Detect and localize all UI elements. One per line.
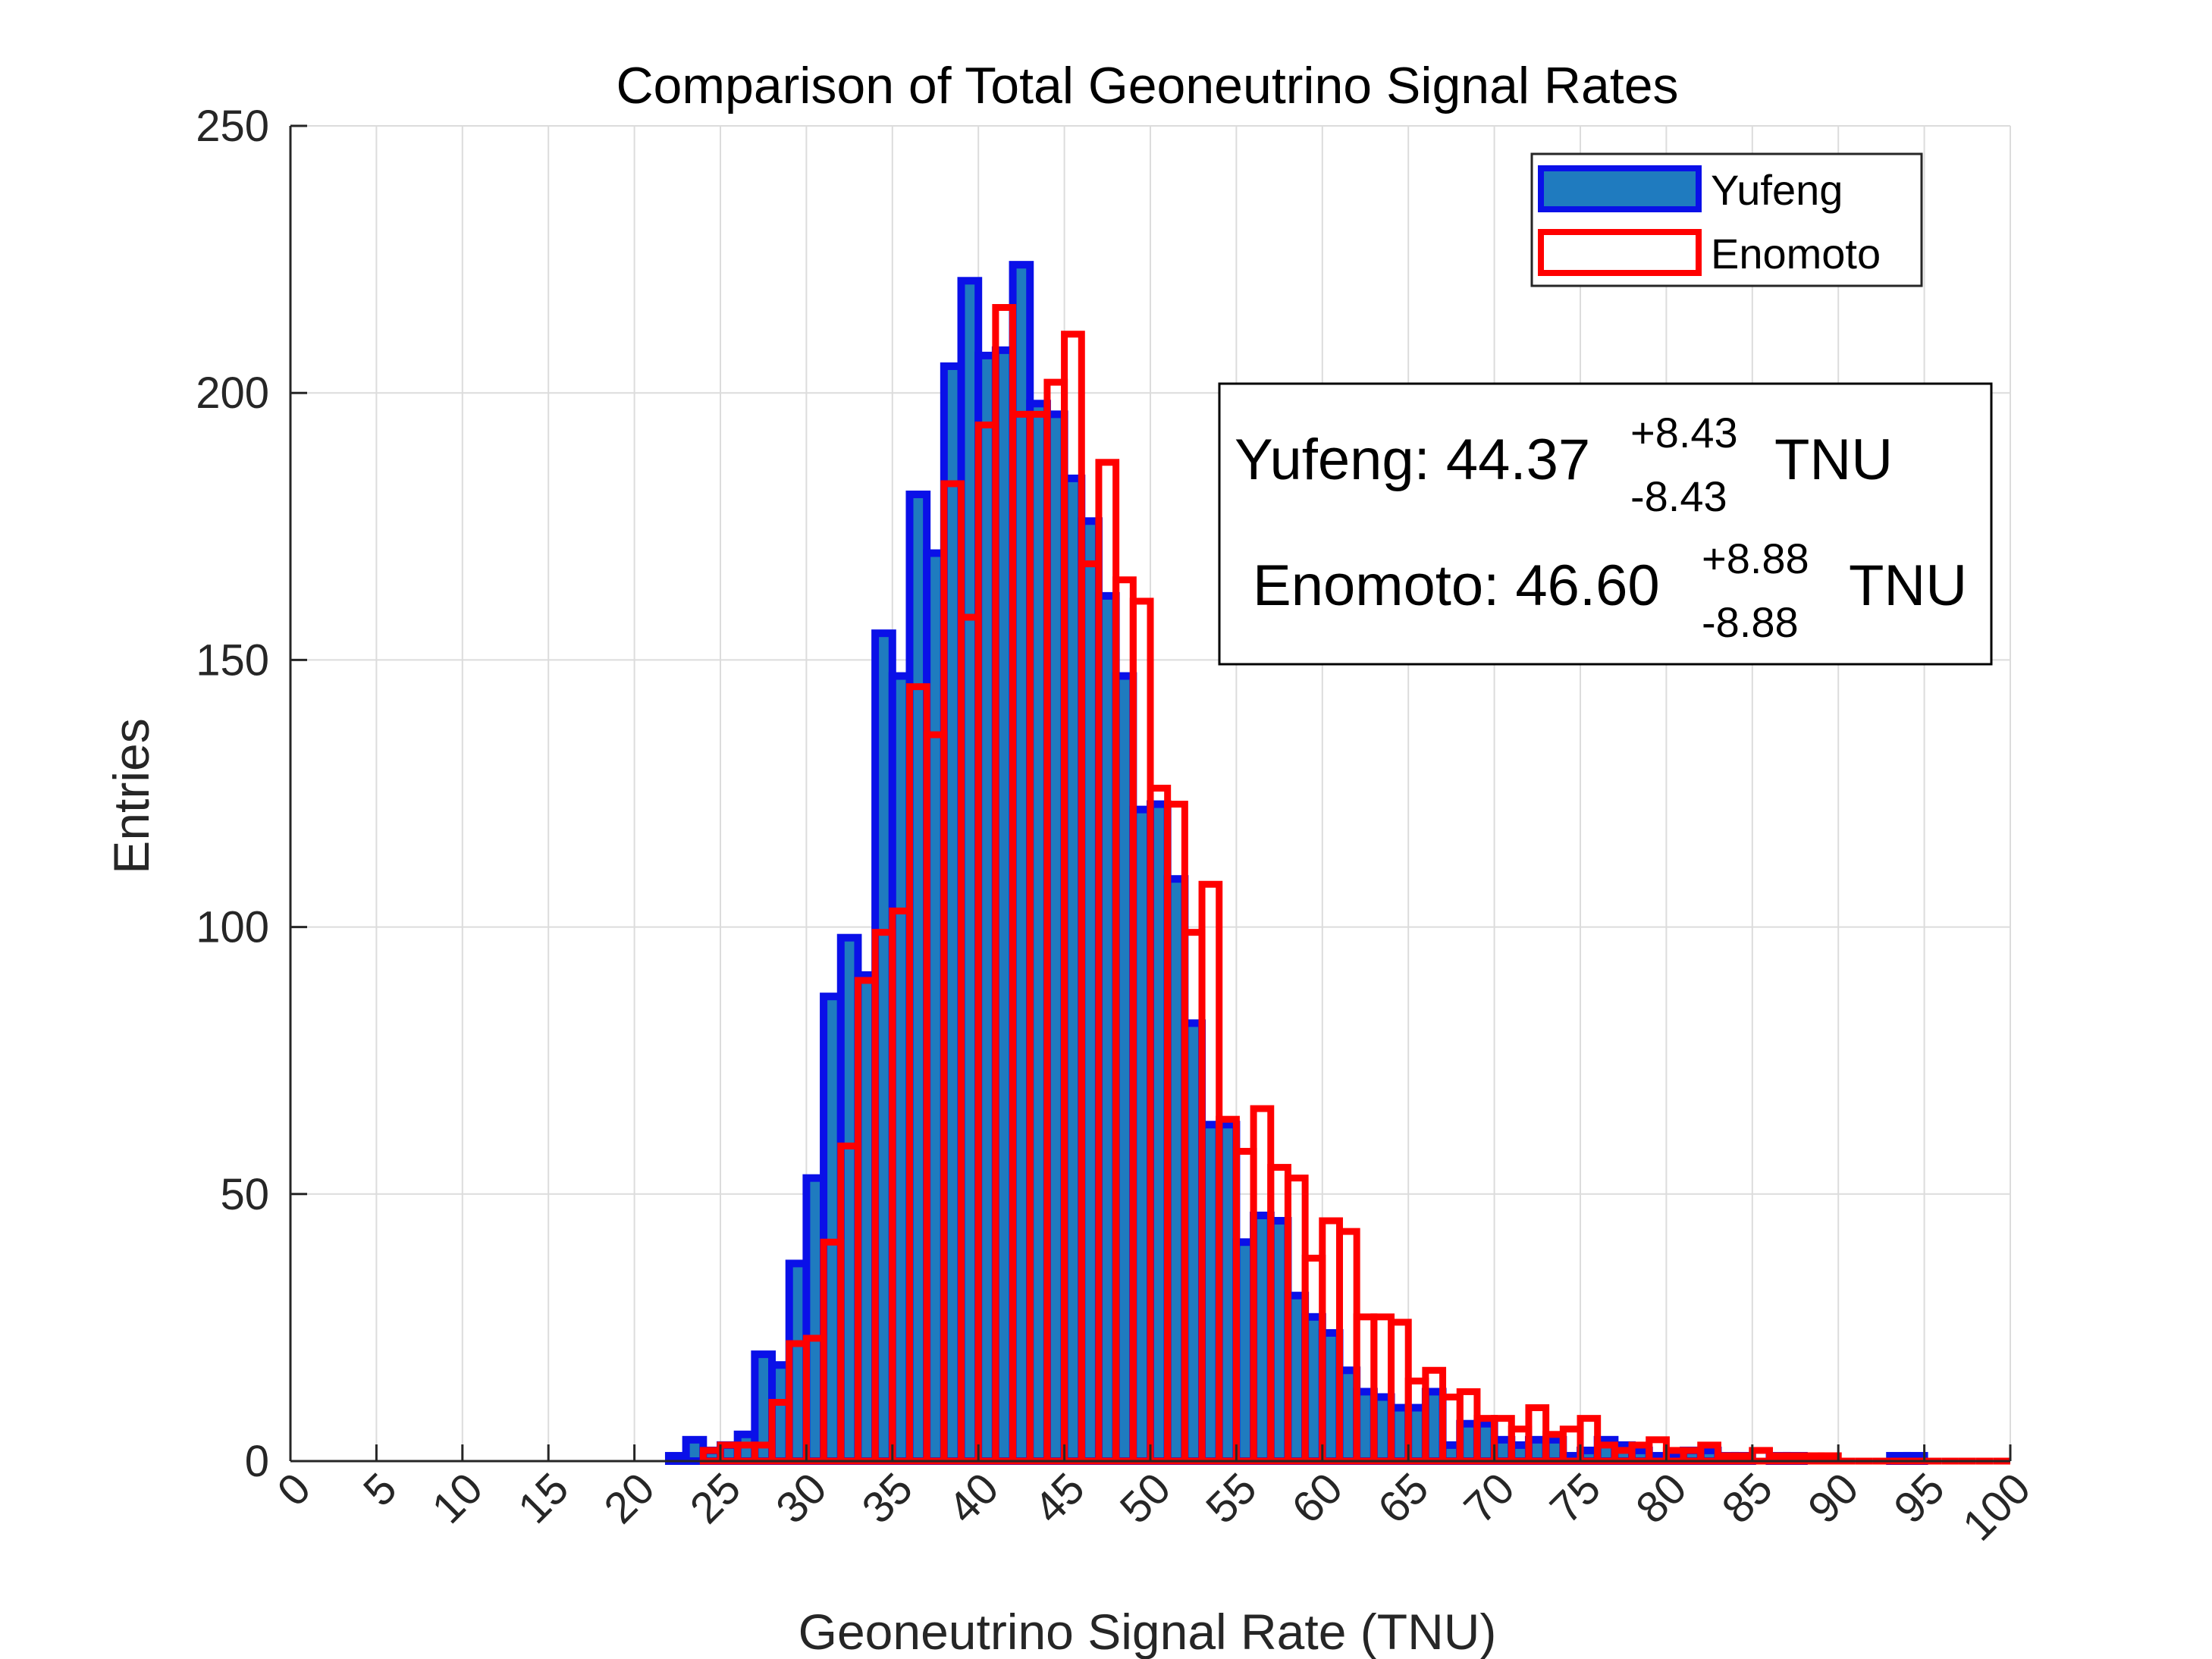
annotation-enomoto-sup: +8.88 bbox=[1702, 535, 1809, 582]
y-tick-label: 150 bbox=[196, 635, 269, 685]
legend-label-enomoto: Enomoto bbox=[1711, 230, 1881, 278]
y-tick-label: 0 bbox=[245, 1437, 269, 1486]
legend-label-yufeng: Yufeng bbox=[1711, 166, 1843, 214]
y-axis-label: Entries bbox=[103, 718, 159, 873]
annotation-yufeng-sup: +8.43 bbox=[1630, 409, 1738, 456]
y-tick-labels: 0 50 100 150 200 250 bbox=[196, 102, 269, 1486]
chart-title: Comparison of Total Geoneutrino Signal R… bbox=[616, 57, 1678, 114]
legend-swatch-enomoto bbox=[1538, 229, 1702, 276]
annotation-enomoto-sub: -8.88 bbox=[1702, 598, 1799, 646]
y-tick-label: 200 bbox=[196, 368, 269, 418]
annotation-enomoto-value: Enomoto: 46.60 bbox=[1253, 554, 1660, 618]
summary-annotation: Yufeng: 44.37 +8.43 -8.43 TNU Enomoto: 4… bbox=[1218, 382, 1993, 666]
y-tick-label: 250 bbox=[196, 102, 269, 151]
annotation-yufeng-value: Yufeng: 44.37 bbox=[1235, 428, 1590, 492]
legend-swatch-yufeng bbox=[1538, 165, 1702, 212]
y-tick-label: 100 bbox=[196, 903, 269, 952]
annotation-yufeng-sub: -8.43 bbox=[1630, 472, 1727, 520]
x-axis-label: Geoneutrino Signal Rate (TNU) bbox=[799, 1604, 1497, 1659]
axes bbox=[289, 124, 2012, 1463]
annotation-enomoto-unit: TNU bbox=[1849, 554, 1967, 618]
annotation-box bbox=[1218, 382, 1993, 666]
legend: Yufeng Enomoto bbox=[1530, 152, 1923, 287]
annotation-yufeng-unit: TNU bbox=[1774, 428, 1893, 492]
y-tick-label: 50 bbox=[220, 1170, 269, 1219]
